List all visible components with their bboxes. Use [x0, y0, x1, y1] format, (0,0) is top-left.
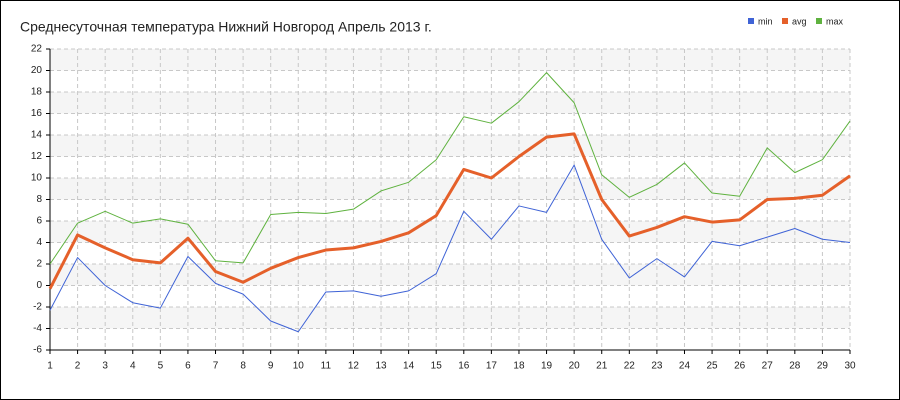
x-tick-label: 15	[431, 361, 443, 372]
x-tick-label: 9	[268, 361, 274, 372]
plot-band	[50, 264, 850, 286]
y-tick-label: -4	[33, 323, 42, 334]
y-tick-label: 20	[31, 65, 43, 76]
y-tick-label: 0	[36, 280, 42, 291]
legend-label: max	[826, 16, 844, 26]
y-tick-label: 4	[36, 237, 42, 248]
x-tick-label: 10	[293, 361, 305, 372]
x-tick-label: 30	[844, 361, 856, 372]
y-tick-label: 12	[31, 151, 43, 162]
x-tick-label: 14	[403, 361, 415, 372]
x-tick-label: 7	[213, 361, 219, 372]
x-tick-label: 23	[651, 361, 663, 372]
x-tick-label: 20	[569, 361, 581, 372]
legend-label: min	[758, 16, 773, 26]
legend-swatch	[816, 18, 822, 24]
x-tick-label: 16	[458, 361, 470, 372]
x-tick-label: 3	[102, 361, 108, 372]
x-tick-label: 29	[817, 361, 829, 372]
y-tick-label: -2	[33, 302, 42, 313]
legend-swatch	[748, 18, 754, 24]
x-tick-label: 22	[624, 361, 636, 372]
x-tick-label: 12	[348, 361, 360, 372]
y-tick-label: 16	[31, 108, 43, 119]
plot-band	[50, 307, 850, 329]
x-tick-label: 11	[321, 361, 332, 372]
series-line	[49, 164, 851, 333]
series-line	[48, 132, 851, 290]
x-tick-label: 6	[185, 361, 191, 372]
plot-band	[50, 49, 850, 71]
y-tick-label: 18	[31, 87, 43, 98]
y-tick-label: 2	[36, 259, 42, 270]
x-tick-label: 19	[541, 361, 553, 372]
x-tick-label: 25	[707, 361, 719, 372]
y-tick-label: -6	[33, 345, 42, 356]
chart-title: Среднесуточная температура Нижний Новгор…	[20, 19, 432, 35]
series-line	[49, 72, 851, 265]
y-tick-label: 8	[36, 194, 42, 205]
x-tick-label: 17	[486, 361, 498, 372]
plot-band	[50, 92, 850, 114]
plot-band	[50, 135, 850, 157]
x-tick-label: 24	[679, 361, 691, 372]
plot-band	[50, 178, 850, 200]
plot-band	[50, 221, 850, 243]
x-tick-label: 2	[75, 361, 81, 372]
y-tick-label: 14	[31, 130, 43, 141]
x-tick-label: 26	[734, 361, 746, 372]
x-tick-label: 21	[596, 361, 608, 372]
legend-label: avg	[792, 16, 807, 26]
y-tick-label: 6	[36, 216, 42, 227]
x-tick-label: 4	[130, 361, 136, 372]
y-tick-label: 22	[31, 44, 43, 55]
x-tick-label: 5	[158, 361, 164, 372]
legend-swatch	[782, 18, 788, 24]
x-tick-label: 13	[375, 361, 387, 372]
x-tick-label: 27	[762, 361, 774, 372]
x-tick-label: 18	[513, 361, 525, 372]
x-tick-label: 28	[789, 361, 801, 372]
x-tick-label: 8	[240, 361, 246, 372]
y-tick-label: 10	[31, 173, 43, 184]
x-tick-label: 1	[47, 361, 53, 372]
